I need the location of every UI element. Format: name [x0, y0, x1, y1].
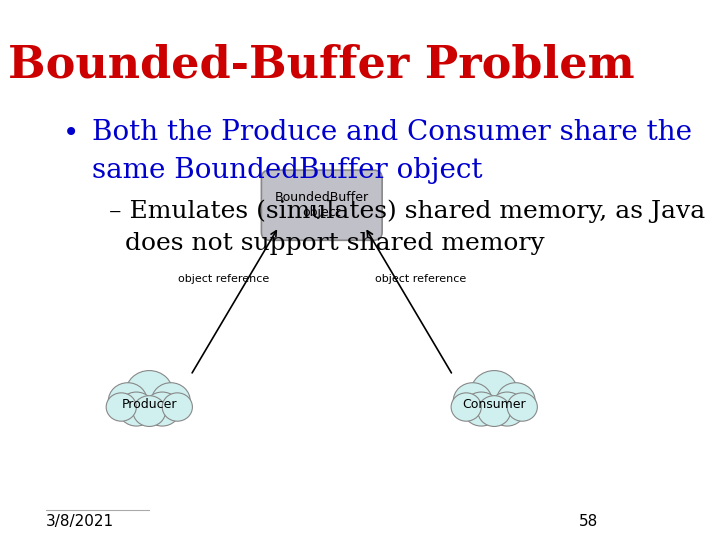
Text: – Emulates (simulates) shared memory, as Java: – Emulates (simulates) shared memory, as…: [109, 200, 706, 224]
Circle shape: [133, 396, 166, 427]
Circle shape: [496, 383, 535, 419]
Circle shape: [470, 370, 518, 415]
Text: 58: 58: [578, 514, 598, 529]
Text: Both the Produce and Consumer share the: Both the Produce and Consumer share the: [92, 119, 692, 146]
Text: object reference: object reference: [178, 274, 269, 285]
Text: does not support shared memory: does not support shared memory: [109, 232, 544, 255]
Circle shape: [451, 393, 481, 421]
Circle shape: [162, 393, 192, 421]
Text: •: •: [63, 119, 79, 147]
Circle shape: [118, 392, 155, 426]
Circle shape: [463, 392, 500, 426]
Circle shape: [108, 383, 147, 419]
Circle shape: [478, 396, 510, 427]
Text: Bounded-Buffer Problem: Bounded-Buffer Problem: [9, 43, 635, 86]
Text: 3/8/2021: 3/8/2021: [46, 514, 114, 529]
Text: same BoundedBuffer object: same BoundedBuffer object: [92, 157, 482, 184]
Circle shape: [144, 392, 180, 426]
Circle shape: [151, 383, 190, 419]
Circle shape: [106, 393, 136, 421]
Circle shape: [489, 392, 526, 426]
FancyBboxPatch shape: [261, 170, 382, 240]
Text: BoundedBuffer
object: BoundedBuffer object: [275, 191, 369, 219]
Circle shape: [507, 393, 537, 421]
Text: Consumer: Consumer: [462, 399, 526, 411]
Text: object reference: object reference: [374, 274, 466, 285]
Circle shape: [125, 370, 173, 415]
Text: Producer: Producer: [122, 399, 177, 411]
Circle shape: [454, 383, 492, 419]
